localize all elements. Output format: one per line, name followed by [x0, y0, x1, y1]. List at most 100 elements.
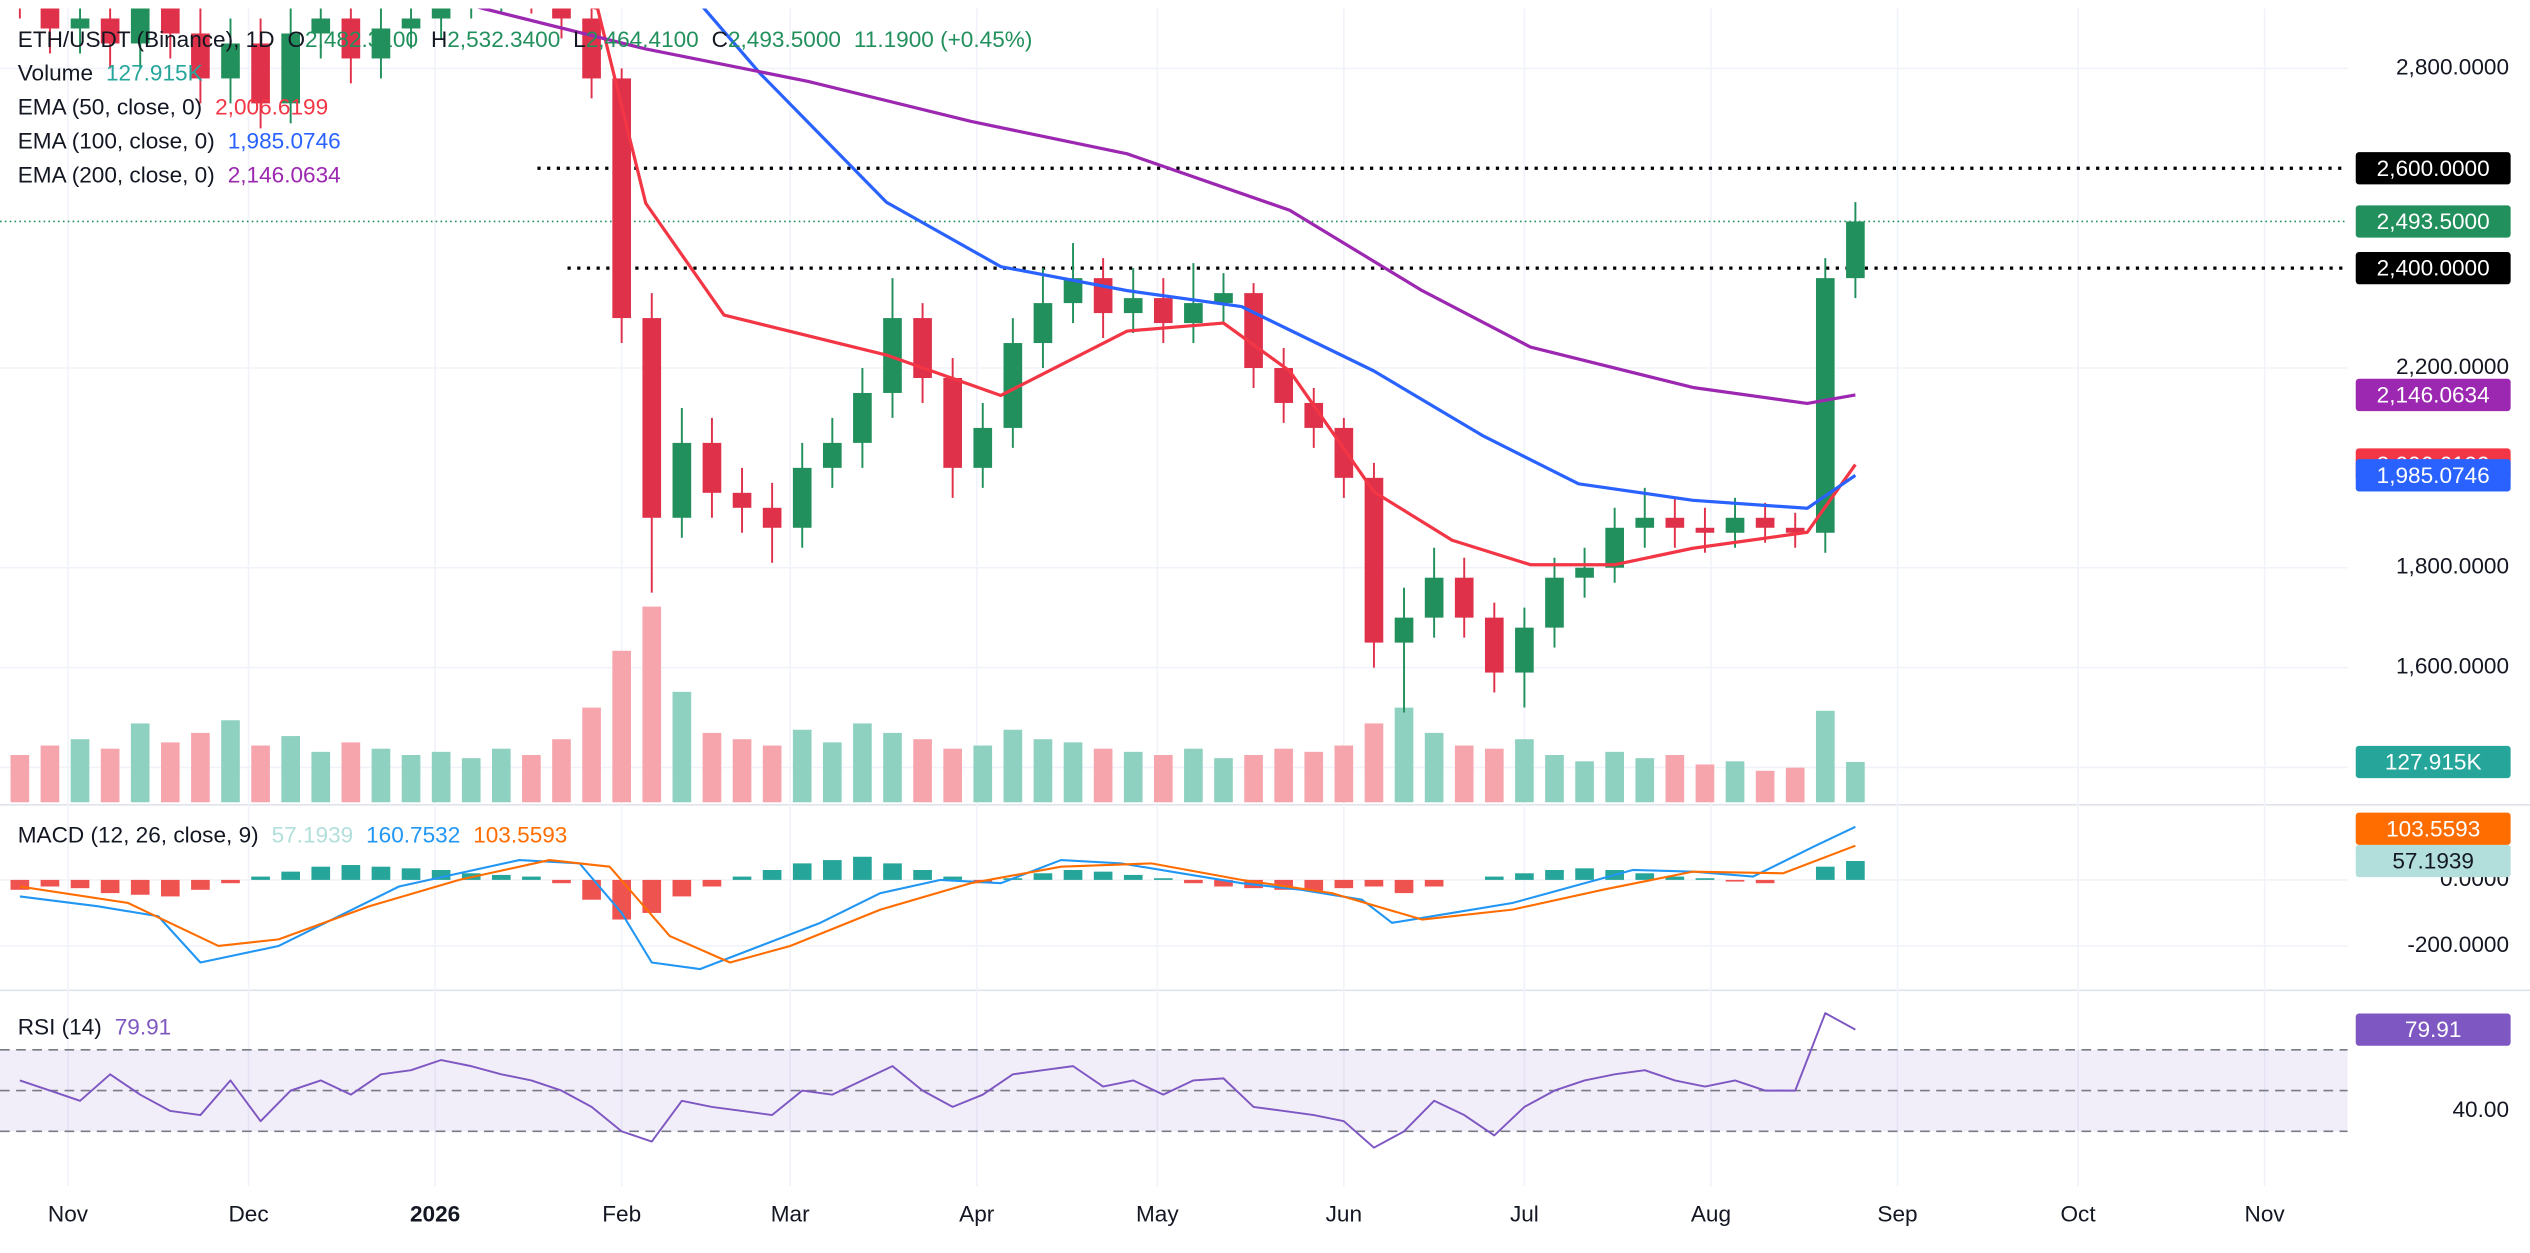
- candle-body: [792, 467, 812, 528]
- legend: ETH/USDT (Binance), 1D O2,482.3100 H2,532.…: [18, 27, 1033, 1039]
- candle-body: [1153, 298, 1173, 324]
- legend-text: H: [431, 27, 447, 52]
- macd-histogram-bar: [1184, 879, 1203, 884]
- candle-body: [1123, 298, 1143, 314]
- volume-bar: [100, 748, 120, 803]
- volume-bar: [792, 729, 812, 803]
- macd-histogram-bar: [522, 876, 541, 880]
- legend-text: 2,532.3400: [447, 27, 560, 52]
- ema-line: [591, 8, 1857, 567]
- candle-body: [1605, 527, 1624, 568]
- macd-histogram-bar: [1545, 869, 1564, 880]
- candle-body: [1244, 293, 1263, 369]
- candle-body: [1063, 278, 1083, 304]
- candle-body: [371, 28, 391, 59]
- x-tick-label: Nov: [48, 1201, 89, 1226]
- legend-text: 2,464.4100: [586, 27, 699, 52]
- legend-text: EMA (50, close, 0): [18, 95, 202, 120]
- volume-bar: [1635, 758, 1655, 803]
- candle-body: [70, 18, 90, 29]
- macd-histogram-bar: [10, 879, 30, 890]
- macd-histogram-bar: [913, 869, 932, 880]
- candle-body: [160, 8, 180, 34]
- candle-body: [431, 8, 451, 19]
- macd-histogram-bar: [130, 879, 150, 895]
- macd-histogram-bar: [1274, 879, 1293, 890]
- macd-histogram-bar: [70, 879, 90, 889]
- x-tick-label: Apr: [959, 1201, 995, 1226]
- price-label: 2,146.0634: [2377, 383, 2490, 408]
- macd-histogram-bar: [1304, 879, 1324, 892]
- y-tick-label: 2,800.0000: [2396, 54, 2509, 79]
- legend-line: EMA (100, close, 0) 1,985.0746: [18, 128, 341, 153]
- price-label-box: [2355, 745, 2511, 779]
- volume-bar: [943, 748, 962, 803]
- macd-histogram-bar: [612, 879, 632, 920]
- macd-histogram-bar: [1364, 879, 1384, 887]
- candle-body: [1815, 278, 1835, 533]
- candle-body: [1214, 293, 1233, 304]
- legend-line: RSI (14) 79.91: [18, 1014, 171, 1039]
- candle-body: [401, 18, 421, 29]
- macd-tick-label: -200.0000: [2407, 932, 2509, 957]
- x-tick-label: Dec: [228, 1201, 268, 1226]
- volume-bar: [853, 723, 872, 803]
- macd-histogram-bar: [552, 879, 571, 884]
- ema-line: [702, 8, 1857, 510]
- macd-histogram-bar: [642, 879, 662, 913]
- macd-histogram-bar: [762, 869, 782, 880]
- macd-histogram-bar: [1575, 868, 1594, 880]
- legend-text: L: [573, 27, 586, 52]
- macd-histogram-bar: [40, 879, 60, 887]
- macd-histogram-bar: [1635, 873, 1655, 880]
- candle-body: [973, 427, 993, 468]
- candle-body: [1515, 627, 1534, 673]
- macd-histogram-bar: [341, 865, 361, 880]
- candle-body: [853, 392, 872, 443]
- legend-text: 103.5593: [473, 822, 567, 847]
- candle-body: [552, 8, 571, 19]
- volume-bar: [582, 707, 601, 803]
- y-tick-label: 1,800.0000: [2396, 554, 2509, 579]
- legend-text: 57.1939: [272, 822, 354, 847]
- volume-bar: [822, 742, 842, 803]
- candle-body: [1575, 567, 1594, 578]
- legend-text: 1,985.0746: [228, 128, 341, 153]
- volume-bar: [1424, 732, 1444, 803]
- rsi-pane: [0, 1012, 2348, 1149]
- volume-bar: [732, 739, 752, 803]
- x-tick-label: Sep: [1877, 1201, 1917, 1226]
- macd-histogram-bar: [1424, 879, 1444, 887]
- volume-bar: [341, 742, 361, 803]
- background: [0, 8, 2530, 1245]
- ema-line: [477, 8, 1856, 406]
- price-label: 2,400.0000: [2377, 256, 2490, 281]
- candle-body: [732, 492, 752, 508]
- legend-text: 2,006.6199: [215, 95, 328, 120]
- volume-bar: [1515, 739, 1534, 803]
- candle-body: [762, 507, 782, 528]
- candle-body: [311, 18, 331, 34]
- volume-bar: [1334, 745, 1354, 803]
- volume-bar: [1003, 729, 1023, 803]
- volume-bar: [461, 758, 481, 803]
- macd-histogram-bar: [853, 856, 872, 880]
- legend-line: EMA (200, close, 0) 2,146.0634: [18, 162, 341, 187]
- legend-text: 2,493.5000: [728, 27, 841, 52]
- macd-histogram-bar: [732, 876, 752, 880]
- legend-text: 79.91: [115, 1014, 172, 1039]
- candle-body: [1424, 577, 1444, 618]
- legend-line: ETH/USDT (Binance), 1D O2,482.3100 H2,532.…: [18, 27, 1033, 52]
- candle-body: [642, 318, 662, 518]
- macd-histogram-bar: [191, 879, 210, 890]
- legend-text: ETH/USDT (Binance), 1D: [18, 27, 275, 52]
- macd-histogram-bar: [251, 876, 270, 880]
- volume-bar: [401, 755, 421, 803]
- candle-body: [1394, 617, 1414, 643]
- macd-histogram-bar: [491, 874, 511, 880]
- x-tick-label: Mar: [771, 1201, 810, 1226]
- price-label-box: [2355, 152, 2511, 185]
- volume-bar: [1093, 748, 1113, 803]
- price-label-box: [2355, 1013, 2511, 1046]
